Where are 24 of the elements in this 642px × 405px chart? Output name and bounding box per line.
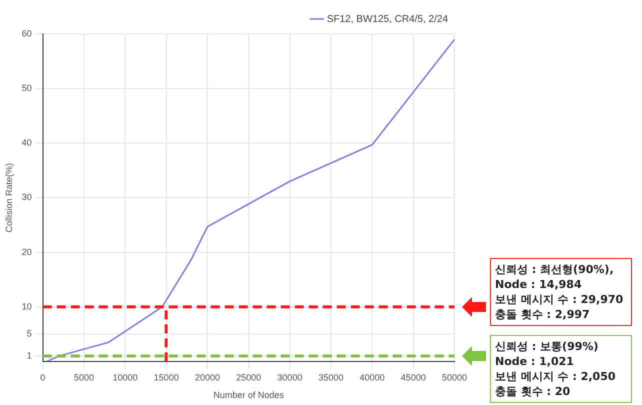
- y-tick-label: 50: [22, 83, 32, 94]
- x-tick-label: 20000: [194, 372, 220, 382]
- y-tick-label: 30: [22, 192, 32, 202]
- x-tick-label: 50000: [442, 372, 467, 382]
- text: 신뢰성 : 최선형(90%), Node : 14,984 보낸 메시지 수 : 29,970 충돌 횟수 : 2,997: [490, 258, 632, 326]
- legend-label: SF12, BW125, CR4/5, 2/24: [326, 14, 448, 25]
- y-axis-title: Collision Rate(%): [4, 162, 14, 232]
- text: 신뢰성 : 보통(99%) Node : 1,021 보낸 메시지 수 : 2,050 충돌 횟수 : 20: [490, 335, 632, 403]
- x-tick-label: 45000: [400, 372, 426, 382]
- x-tick-label: 0: [40, 372, 46, 382]
- y-tick-label: 20: [22, 246, 32, 257]
- x-tick-label: 25000: [236, 372, 262, 382]
- y-tick-label: 40: [22, 138, 32, 148]
- x-tick-label: 35000: [318, 372, 344, 382]
- y-tick-label: 60: [22, 28, 32, 38]
- x-tick-label: 10000: [112, 372, 138, 382]
- y-tick-label: 10: [22, 301, 32, 312]
- y-tick-label: 1: [26, 350, 32, 360]
- x-tick-label: 5000: [74, 372, 94, 382]
- x-tick-label: 40000: [360, 372, 385, 382]
- x-tick-label: 30000: [277, 372, 302, 382]
- y-tick-label: 5: [26, 328, 32, 339]
- x-tick-label: 15000: [154, 372, 179, 382]
- x-axis-title: Number of Nodes: [213, 390, 284, 400]
